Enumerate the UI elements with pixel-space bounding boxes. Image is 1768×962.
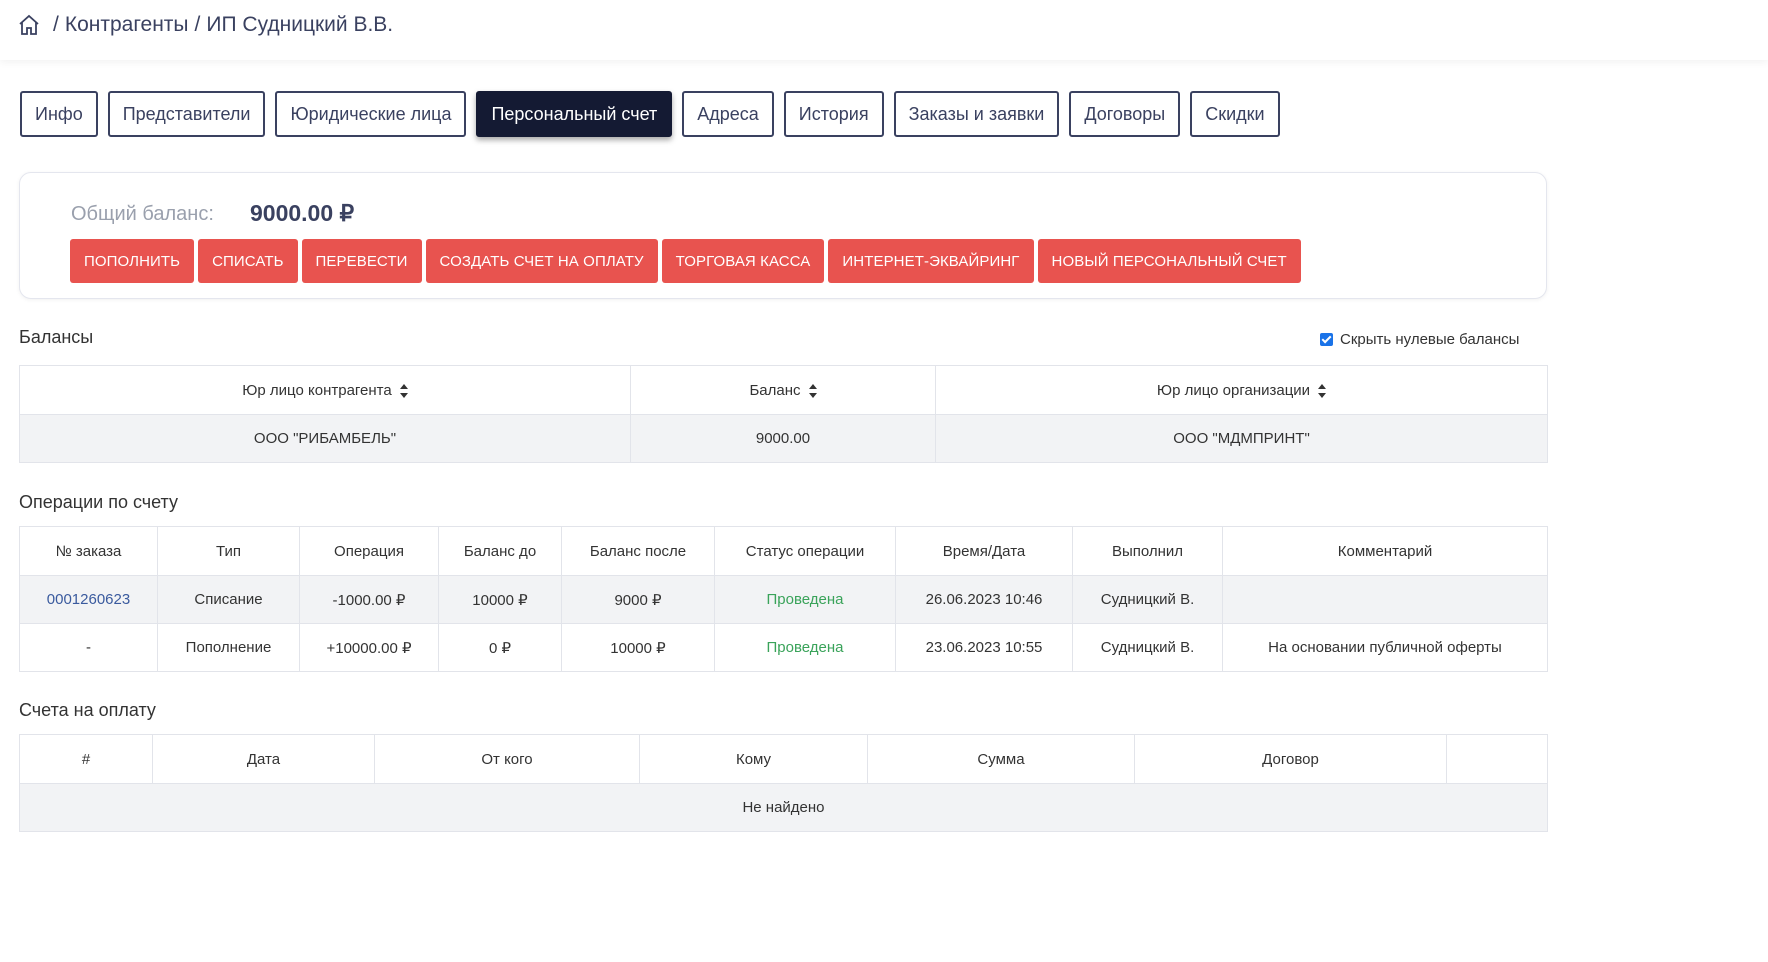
column-header: От кого <box>374 734 640 784</box>
tab-contracts[interactable]: Договоры <box>1069 91 1181 137</box>
status-cell: Проведена <box>714 623 896 672</box>
counterparty-entity-cell: ООО "РИБАМБЕЛЬ" <box>19 414 631 463</box>
breadcrumb-contractors[interactable]: Контрагенты <box>64 13 189 36</box>
table-row: - Пополнение +10000.00 ₽ 0 ₽ 10000 ₽ Про… <box>19 623 1548 672</box>
status-cell: Проведена <box>714 575 896 624</box>
write-off-button[interactable]: СПИСАТЬ <box>198 239 298 283</box>
performed-by-cell: Судницкий В. <box>1072 575 1223 624</box>
column-header: Дата <box>152 734 375 784</box>
sort-icon[interactable] <box>399 383 408 398</box>
breadcrumb-separator: / <box>53 13 59 36</box>
breadcrumb-current: ИП Судницкий В.В. <box>206 13 394 36</box>
column-header: Комментарий <box>1222 526 1548 576</box>
order-link[interactable]: 0001260623 <box>46 591 131 608</box>
sort-icon[interactable] <box>1318 383 1327 398</box>
column-header: Сумма <box>867 734 1135 784</box>
balance-card: Общий баланс: 9000.00 ₽ ПОПОЛНИТЬ СПИСАТ… <box>19 172 1547 299</box>
balances-title: Балансы <box>19 327 94 347</box>
tab-representatives[interactable]: Представители <box>107 91 266 137</box>
datetime-cell: 26.06.2023 10:46 <box>895 575 1073 624</box>
column-header: # <box>19 734 153 784</box>
column-header[interactable]: Баланс <box>630 365 936 415</box>
column-header: Операция <box>299 526 439 576</box>
tab-bar: Инфо Представители Юридические лица Перс… <box>20 91 1290 137</box>
invoices-title: Счета на оплату <box>19 700 156 720</box>
column-header <box>1446 734 1548 784</box>
tab-legal-entities[interactable]: Юридические лица <box>275 91 467 137</box>
column-header[interactable]: Юр лицо контрагента <box>19 365 631 415</box>
type-cell: Списание <box>157 575 300 624</box>
total-balance-label: Общий баланс: <box>71 203 214 225</box>
type-cell: Пополнение <box>157 623 300 672</box>
column-header: Договор <box>1134 734 1447 784</box>
operations-title: Операции по счету <box>19 492 178 512</box>
column-header: Кому <box>639 734 868 784</box>
tab-personal-account[interactable]: Персональный счет <box>476 91 673 137</box>
home-icon[interactable] <box>17 13 41 37</box>
column-header[interactable]: Юр лицо организации <box>935 365 1548 415</box>
tab-history[interactable]: История <box>783 91 884 137</box>
top-up-button[interactable]: ПОПОЛНИТЬ <box>70 239 195 283</box>
top-bar: / Контрагенты / ИП Судницкий В.В. <box>0 0 1768 60</box>
column-header: Выполнил <box>1072 526 1223 576</box>
column-header-label: Юр лицо контрагента <box>242 381 392 399</box>
datetime-cell: 23.06.2023 10:55 <box>895 623 1073 672</box>
balance-before-cell: 10000 ₽ <box>438 575 562 624</box>
column-header-label: Юр лицо организации <box>1156 381 1311 399</box>
balance-after-cell: 9000 ₽ <box>561 575 715 624</box>
operations-table: № заказа Тип Операция Баланс до Баланс п… <box>19 526 1548 672</box>
table-row: 0001260623 Списание -1000.00 ₽ 10000 ₽ 9… <box>19 575 1548 624</box>
table-row: Не найдено <box>19 783 1548 832</box>
table-row: ООО "РИБАМБЕЛЬ" 9000.00 ООО "МДМПРИНТ" <box>19 414 1548 463</box>
balances-table: Юр лицо контрагента Баланс Юр лицо орган… <box>19 365 1548 463</box>
empty-state: Не найдено <box>19 783 1548 832</box>
hide-zero-balances[interactable]: Скрыть нулевые балансы <box>1320 331 1519 348</box>
column-header: Баланс после <box>561 526 715 576</box>
breadcrumb: / Контрагенты / ИП Судницкий В.В. <box>17 13 393 37</box>
column-header: Баланс до <box>438 526 562 576</box>
tab-discounts[interactable]: Скидки <box>1190 91 1280 137</box>
column-header-label: Баланс <box>749 381 801 399</box>
sort-icon[interactable] <box>808 383 817 398</box>
amount-cell: +10000.00 ₽ <box>299 623 439 672</box>
invoices-table: # Дата От кого Кому Сумма Договор Не най… <box>19 734 1548 832</box>
comment-cell <box>1222 575 1548 624</box>
organization-entity-cell: ООО "МДМПРИНТ" <box>935 414 1548 463</box>
create-invoice-button[interactable]: СОЗДАТЬ СЧЕТ НА ОПЛАТУ <box>425 239 658 283</box>
new-personal-account-button[interactable]: НОВЫЙ ПЕРСОНАЛЬНЫЙ СЧЕТ <box>1037 239 1301 283</box>
tab-orders[interactable]: Заказы и заявки <box>893 91 1060 137</box>
order-number-cell: - <box>19 623 158 672</box>
total-balance-value: 9000.00 ₽ <box>250 200 355 226</box>
hide-zero-checkbox[interactable] <box>1320 333 1333 346</box>
column-header: Время/Дата <box>895 526 1073 576</box>
hide-zero-label[interactable]: Скрыть нулевые балансы <box>1340 331 1520 348</box>
column-header: Тип <box>157 526 300 576</box>
tab-info[interactable]: Инфо <box>20 91 98 137</box>
breadcrumb-separator: / <box>194 13 201 36</box>
balance-before-cell: 0 ₽ <box>438 623 562 672</box>
tab-addresses[interactable]: Адреса <box>682 91 774 137</box>
transfer-button[interactable]: ПЕРЕВЕСТИ <box>301 239 422 283</box>
cash-register-button[interactable]: ТОРГОВАЯ КАССА <box>661 239 825 283</box>
performed-by-cell: Судницкий В. <box>1072 623 1223 672</box>
balance-after-cell: 10000 ₽ <box>561 623 715 672</box>
order-number-cell: 0001260623 <box>19 575 158 624</box>
balance-cell: 9000.00 <box>630 414 936 463</box>
balance-actions: ПОПОЛНИТЬ СПИСАТЬ ПЕРЕВЕСТИ СОЗДАТЬ СЧЕТ… <box>70 239 1305 283</box>
column-header: № заказа <box>19 526 158 576</box>
comment-cell: На основании публичной оферты <box>1222 623 1548 672</box>
column-header: Статус операции <box>714 526 896 576</box>
amount-cell: -1000.00 ₽ <box>299 575 439 624</box>
internet-acquiring-button[interactable]: ИНТЕРНЕТ-ЭКВАЙРИНГ <box>828 239 1034 283</box>
